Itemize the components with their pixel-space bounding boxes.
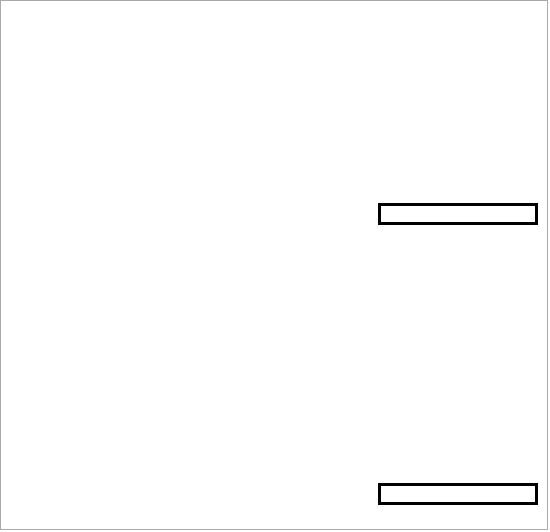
annotation-expected: [378, 483, 538, 505]
candlestick-chart: [0, 0, 550, 532]
annotation-result: [378, 203, 538, 225]
